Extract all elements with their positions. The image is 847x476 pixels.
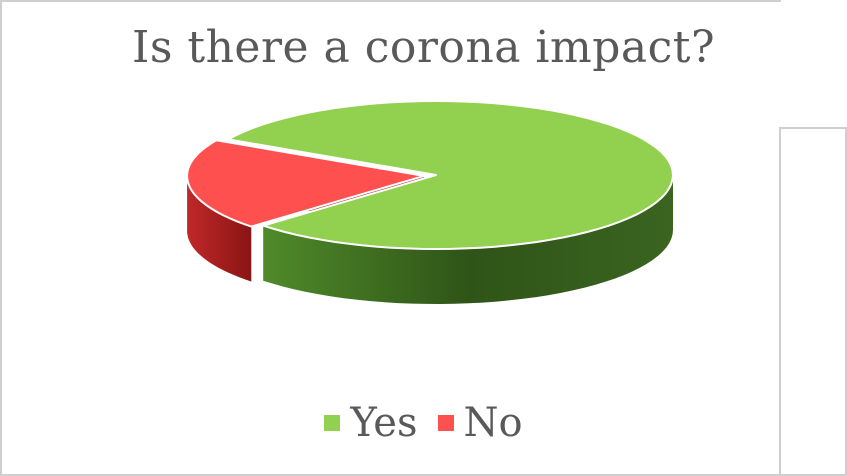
pie-slice-no [186,139,426,228]
pie-slice-yes [227,100,674,250]
pie-slice-side-yes [263,175,673,304]
chart-title: Is there a corona impact? [131,22,716,73]
legend-swatch-yes [324,415,341,431]
legend-label-no: No [463,400,523,446]
legend-item-yes: Yes [324,400,418,446]
legend-swatch-no [437,415,454,431]
legend-label-yes: Yes [350,400,418,446]
legend-item-no: No [437,400,523,446]
chart-legend: Yes No [0,400,847,446]
corner-cutout [781,0,847,128]
corner-border-horizontal [779,127,847,129]
pie-slice-side-no [187,175,252,282]
corner-border-vertical [779,128,781,476]
